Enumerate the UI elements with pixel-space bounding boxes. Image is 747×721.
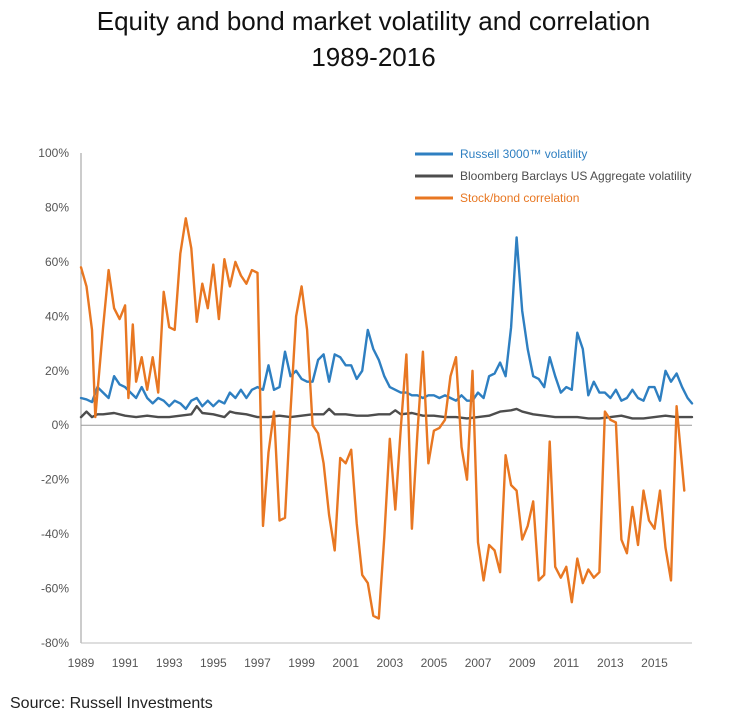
chart-title-line-1: Equity and bond market volatility and co…: [96, 6, 651, 36]
y-tick-label: -20%: [41, 473, 69, 487]
series-line-1: [79, 236, 694, 411]
y-tick-label: 60%: [45, 255, 69, 269]
x-tick-label: 1997: [244, 656, 271, 670]
y-tick-label: 20%: [45, 364, 69, 378]
x-tick-label: 1999: [288, 656, 315, 670]
chart-axes: 100% 80% 60% 40% 20% 0% -20% -40% -60% -80% 1989 19…: [38, 146, 692, 670]
source-note: Source: Russell Investments: [10, 695, 213, 712]
y-tick-label: -40%: [41, 527, 69, 541]
y-tick-label: -80%: [41, 636, 69, 650]
legend-label-1: Russell 3000™ volatility: [460, 147, 587, 161]
series-line-2: [79, 405, 694, 420]
y-tick-label: 0%: [52, 418, 70, 432]
chart-legend: Russell 3000™ volatility Bloomberg Barcla…: [415, 147, 691, 205]
x-tick-label: 2015: [641, 656, 668, 670]
x-tick-label: 1991: [112, 656, 139, 670]
y-tick-label: 40%: [45, 309, 69, 323]
y-tick-label: 80%: [45, 200, 69, 214]
x-tick-label: 1989: [68, 656, 95, 670]
legend-label-3: Stock/bond correlation: [460, 191, 579, 205]
x-tick-label: 2007: [465, 656, 492, 670]
line-chart: 100% 80% 60% 40% 20% 0% -20% -40% -60% -80% 1989 19…: [38, 146, 694, 670]
y-tick-label: -60%: [41, 582, 69, 596]
x-tick-label: 1993: [156, 656, 183, 670]
x-tick-label: 2005: [421, 656, 448, 670]
x-tick-label: 2003: [376, 656, 403, 670]
chart-series: [79, 217, 694, 620]
x-tick-label: 2013: [597, 656, 624, 670]
chart-title-line-2: 1989-2016: [311, 42, 436, 72]
series-line-3: [79, 217, 686, 620]
x-tick-label: 1995: [200, 656, 227, 670]
y-tick-label: 100%: [38, 146, 69, 160]
x-tick-label: 2009: [509, 656, 536, 670]
legend-label-2: Bloomberg Barclays US Aggregate volatili…: [460, 169, 691, 183]
x-tick-label: 2011: [553, 656, 579, 670]
x-tick-label: 2001: [332, 656, 359, 670]
